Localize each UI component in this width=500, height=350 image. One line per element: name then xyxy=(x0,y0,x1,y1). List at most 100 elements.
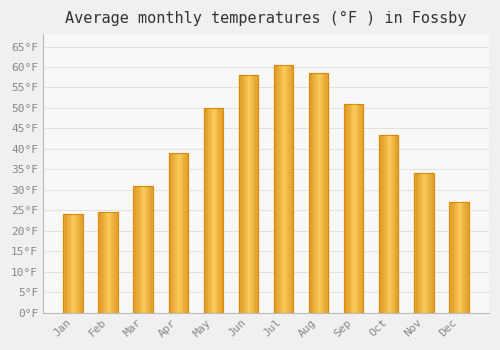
Bar xyxy=(144,186,145,313)
Bar xyxy=(136,186,138,313)
Bar xyxy=(450,202,451,313)
Bar xyxy=(451,202,452,313)
Bar xyxy=(395,134,396,313)
Bar xyxy=(383,134,384,313)
Bar xyxy=(433,174,434,313)
Bar xyxy=(248,75,249,313)
Bar xyxy=(291,65,292,313)
Bar xyxy=(362,104,364,313)
Bar xyxy=(459,202,460,313)
Bar xyxy=(465,202,466,313)
Bar xyxy=(140,186,141,313)
Bar xyxy=(175,153,176,313)
Bar xyxy=(146,186,147,313)
Bar xyxy=(67,215,68,313)
Bar xyxy=(254,75,255,313)
Bar xyxy=(464,202,465,313)
Bar xyxy=(74,215,75,313)
Bar xyxy=(204,108,223,313)
Bar xyxy=(168,153,169,313)
Bar xyxy=(179,153,180,313)
Bar xyxy=(353,104,354,313)
Bar xyxy=(149,186,150,313)
Bar xyxy=(75,215,76,313)
Bar xyxy=(100,212,101,313)
Bar xyxy=(326,73,327,313)
Bar xyxy=(73,215,74,313)
Bar xyxy=(176,153,177,313)
Bar xyxy=(457,202,458,313)
Bar xyxy=(66,215,67,313)
Bar xyxy=(354,104,355,313)
Bar xyxy=(359,104,360,313)
Bar xyxy=(174,153,175,313)
Bar xyxy=(280,65,281,313)
Bar xyxy=(311,73,312,313)
Bar xyxy=(396,134,397,313)
Bar xyxy=(356,104,357,313)
Bar xyxy=(222,108,223,313)
Bar xyxy=(143,186,144,313)
Bar xyxy=(238,75,258,313)
Bar xyxy=(417,174,418,313)
Bar xyxy=(148,186,149,313)
Bar xyxy=(207,108,208,313)
Bar xyxy=(104,212,105,313)
Bar xyxy=(171,153,172,313)
Bar xyxy=(63,215,64,313)
Bar xyxy=(274,65,275,313)
Bar xyxy=(80,215,82,313)
Bar xyxy=(282,65,283,313)
Bar xyxy=(463,202,464,313)
Bar xyxy=(286,65,288,313)
Bar xyxy=(357,104,358,313)
Bar xyxy=(214,108,215,313)
Bar xyxy=(322,73,323,313)
Bar xyxy=(178,153,179,313)
Bar xyxy=(425,174,426,313)
Bar xyxy=(69,215,70,313)
Bar xyxy=(209,108,210,313)
Bar xyxy=(173,153,174,313)
Bar xyxy=(380,134,381,313)
Bar xyxy=(275,65,276,313)
Bar xyxy=(181,153,182,313)
Bar xyxy=(243,75,244,313)
Bar xyxy=(387,134,388,313)
Bar xyxy=(103,212,104,313)
Bar xyxy=(284,65,285,313)
Bar xyxy=(347,104,348,313)
Bar xyxy=(426,174,427,313)
Bar xyxy=(323,73,324,313)
Bar xyxy=(414,174,415,313)
Bar xyxy=(134,186,136,313)
Bar xyxy=(452,202,453,313)
Bar xyxy=(76,215,77,313)
Bar xyxy=(414,174,434,313)
Bar xyxy=(255,75,256,313)
Bar xyxy=(204,108,205,313)
Bar xyxy=(427,174,428,313)
Bar xyxy=(429,174,430,313)
Bar xyxy=(247,75,248,313)
Bar xyxy=(458,202,459,313)
Bar xyxy=(348,104,349,313)
Bar xyxy=(320,73,321,313)
Bar xyxy=(346,104,347,313)
Bar xyxy=(221,108,222,313)
Bar xyxy=(72,215,73,313)
Bar xyxy=(70,215,71,313)
Bar xyxy=(316,73,318,313)
Bar xyxy=(147,186,148,313)
Bar xyxy=(245,75,246,313)
Bar xyxy=(218,108,219,313)
Bar xyxy=(145,186,146,313)
Bar xyxy=(210,108,212,313)
Bar xyxy=(309,73,328,313)
Bar xyxy=(312,73,313,313)
Bar xyxy=(182,153,184,313)
Bar xyxy=(63,215,82,313)
Bar xyxy=(454,202,455,313)
Bar xyxy=(78,215,80,313)
Bar xyxy=(310,73,311,313)
